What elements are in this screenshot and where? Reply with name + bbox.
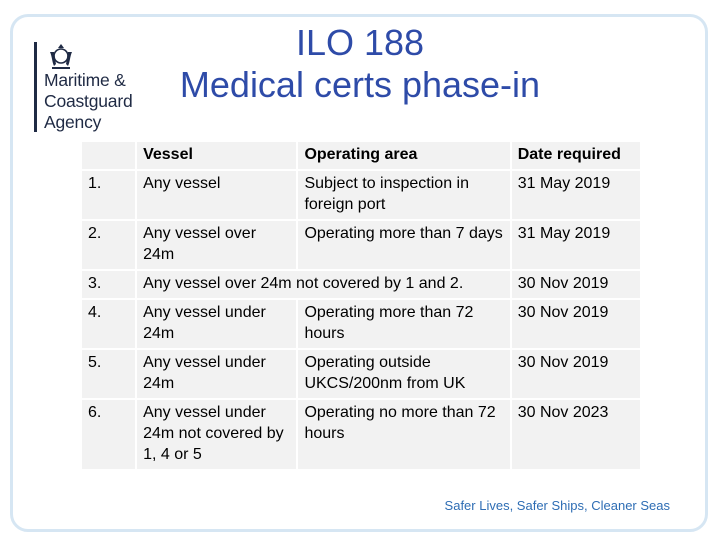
row-date: 31 May 2019 (511, 171, 640, 219)
row-date: 31 May 2019 (511, 221, 640, 269)
logo-line-2: Coastguard (44, 91, 133, 111)
row-vessel: Any vessel under 24m (137, 300, 297, 348)
row-area: Operating more than 72 hours (298, 300, 510, 348)
logo-bar (34, 42, 37, 132)
row-date: 30 Nov 2023 (511, 400, 640, 469)
row-number: 6. (82, 400, 136, 469)
row-vessel: Any vessel (137, 171, 297, 219)
title-line-2: Medical certs phase-in (179, 64, 541, 105)
row-number: 3. (82, 271, 136, 298)
table-header-row: Vessel Operating area Date required (82, 142, 640, 169)
table-row: 6. Any vessel under 24m not covered by 1… (82, 400, 640, 469)
row-number: 4. (82, 300, 136, 348)
logo-line-1: Maritime & (44, 70, 126, 90)
table-row: 5. Any vessel under 24m Operating outsid… (82, 350, 640, 398)
table-row: 2. Any vessel over 24m Operating more th… (82, 221, 640, 269)
row-date: 30 Nov 2019 (511, 350, 640, 398)
header-cell-operating-area: Operating area (298, 142, 510, 169)
row-area: Operating more than 7 days (298, 221, 510, 269)
header-cell-date-required: Date required (511, 142, 640, 169)
royal-crest-icon (50, 44, 72, 69)
mca-logo: Maritime & Coastguard Agency (34, 40, 164, 140)
header-cell-number (82, 142, 136, 169)
phase-in-table: Vessel Operating area Date required 1. A… (80, 140, 642, 471)
row-number: 1. (82, 171, 136, 219)
logo-wordmark: Maritime & Coastguard Agency (44, 70, 174, 133)
table-row: 4. Any vessel under 24m Operating more t… (82, 300, 640, 348)
row-area: Operating outside UKCS/200nm from UK (298, 350, 510, 398)
row-number: 5. (82, 350, 136, 398)
row-merged-description: Any vessel over 24m not covered by 1 and… (137, 271, 510, 298)
row-date: 30 Nov 2019 (511, 271, 640, 298)
row-vessel: Any vessel over 24m (137, 221, 297, 269)
row-area: Operating no more than 72 hours (298, 400, 510, 469)
row-area: Subject to inspection in foreign port (298, 171, 510, 219)
row-number: 2. (82, 221, 136, 269)
slide-title: ILO 188 Medical certs phase-in (160, 22, 560, 106)
row-vessel: Any vessel under 24m (137, 350, 297, 398)
header-cell-vessel: Vessel (137, 142, 297, 169)
table-row: 3. Any vessel over 24m not covered by 1 … (82, 271, 640, 298)
tagline: Safer Lives, Safer Ships, Cleaner Seas (444, 498, 670, 513)
row-vessel: Any vessel under 24m not covered by 1, 4… (137, 400, 297, 469)
logo-line-3: Agency (44, 112, 102, 132)
row-date: 30 Nov 2019 (511, 300, 640, 348)
slide-frame (10, 14, 708, 532)
table-row: 1. Any vessel Subject to inspection in f… (82, 171, 640, 219)
title-line-1: ILO 188 (295, 22, 425, 63)
